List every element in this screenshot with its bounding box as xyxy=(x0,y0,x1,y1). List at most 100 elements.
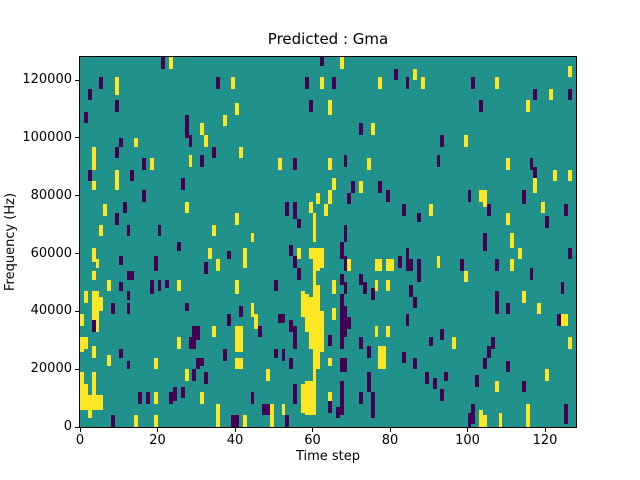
heatmap-cell xyxy=(149,158,154,170)
x-tick-label: 40 xyxy=(226,433,244,448)
heatmap-cell xyxy=(467,189,472,202)
heatmap-cell xyxy=(479,409,483,427)
y-tick-label: 20000 xyxy=(30,361,72,377)
heatmap-cell xyxy=(378,259,383,271)
heatmap-cell xyxy=(200,357,204,367)
heatmap-cell xyxy=(359,273,363,286)
heatmap-cell xyxy=(87,169,92,182)
heatmap-cell xyxy=(506,158,511,170)
y-tick-label: 40000 xyxy=(30,303,72,319)
heatmap-cell xyxy=(370,123,375,136)
heatmap-cell xyxy=(494,259,499,271)
heatmap-cell xyxy=(91,383,96,399)
heatmap-cell xyxy=(126,270,131,280)
y-tick-mark xyxy=(75,310,79,312)
heatmap-cell xyxy=(335,406,340,419)
heatmap-cell xyxy=(134,137,139,147)
heatmap-cell xyxy=(545,369,549,381)
heatmap-cell xyxy=(498,412,503,427)
heatmap-cell xyxy=(285,201,290,216)
heatmap-cell xyxy=(316,294,321,370)
heatmap-cell xyxy=(204,372,208,384)
heatmap-cell xyxy=(114,169,119,190)
heatmap-cell xyxy=(250,302,255,318)
heatmap-cell xyxy=(211,146,216,159)
heatmap-cell xyxy=(169,57,173,69)
heatmap-cell xyxy=(424,372,429,384)
heatmap-cell xyxy=(176,337,181,349)
heatmap-cell xyxy=(483,233,487,242)
heatmap-cell xyxy=(444,372,449,381)
heatmap-cell xyxy=(459,259,464,271)
heatmap-cell xyxy=(475,374,480,387)
heatmap-cell xyxy=(359,181,363,193)
heatmap-cell xyxy=(277,314,282,323)
heatmap-cell xyxy=(223,348,228,361)
heatmap-cell xyxy=(529,158,534,170)
heatmap-cell xyxy=(83,383,88,396)
heatmap-cell xyxy=(312,233,317,242)
heatmap-cell xyxy=(393,68,398,81)
heatmap-cell xyxy=(165,279,170,289)
heatmap-cell xyxy=(316,285,321,297)
heatmap-cell xyxy=(432,377,437,390)
heatmap-cell xyxy=(533,178,538,193)
heatmap-cell xyxy=(99,77,104,89)
heatmap-cell xyxy=(328,357,332,367)
heatmap-cell xyxy=(180,386,185,399)
heatmap-cell xyxy=(413,296,418,309)
heatmap-cell xyxy=(122,201,127,214)
heatmap-cell xyxy=(235,279,239,295)
heatmap-cell xyxy=(316,247,321,271)
heatmap-cell xyxy=(347,259,352,271)
plot-title: Predicted : Gma xyxy=(267,30,389,48)
heatmap-cell xyxy=(114,77,119,95)
x-tick-mark xyxy=(544,428,546,432)
heatmap-cell xyxy=(114,100,119,112)
y-tick-mark xyxy=(75,195,79,197)
y-tick-label: 120000 xyxy=(22,72,72,88)
heatmap-cell xyxy=(293,158,297,170)
heatmap-cell xyxy=(200,123,204,136)
heatmap-cell xyxy=(308,247,313,260)
heatmap-cell xyxy=(390,259,394,271)
heatmap-cell xyxy=(351,181,356,193)
heatmap-cell xyxy=(440,135,445,147)
heatmap-cell xyxy=(494,77,499,89)
heatmap-cell xyxy=(235,325,239,352)
heatmap-cell xyxy=(238,325,243,352)
heatmap-cell xyxy=(300,383,305,413)
heatmap-cell xyxy=(312,213,317,234)
heatmap-cell xyxy=(91,320,96,332)
heatmap-cell xyxy=(386,259,390,271)
y-tick-label: 60000 xyxy=(30,245,72,261)
x-tick-mark xyxy=(234,428,236,432)
heatmap-cell xyxy=(331,178,336,190)
heatmap-cell xyxy=(238,357,243,370)
heatmap-cell xyxy=(293,256,297,269)
heatmap-cell xyxy=(339,242,344,260)
heatmap-cell xyxy=(494,291,499,315)
x-tick-label: 80 xyxy=(381,433,399,448)
heatmap-cell xyxy=(405,247,410,271)
heatmap-cell xyxy=(192,325,197,338)
heatmap-cell xyxy=(184,302,189,312)
heatmap-cell xyxy=(297,268,301,280)
heatmap-cell xyxy=(184,369,189,381)
heatmap-cell xyxy=(541,201,545,214)
heatmap-cell xyxy=(293,383,297,396)
heatmap-cell xyxy=(405,314,410,326)
y-tick-label: 80000 xyxy=(30,187,72,203)
heatmap-cell xyxy=(153,392,158,404)
heatmap-cell xyxy=(242,415,247,427)
heatmap-cell xyxy=(173,386,177,401)
heatmap-cell xyxy=(436,256,441,269)
heatmap-cell xyxy=(521,291,526,303)
heatmap-cell xyxy=(463,135,468,147)
heatmap-cell xyxy=(227,250,232,260)
heatmap-cell xyxy=(235,103,239,115)
heatmap-cell xyxy=(266,369,270,381)
heatmap-cell xyxy=(83,111,88,124)
heatmap-cell xyxy=(114,213,119,225)
heatmap-cell xyxy=(568,169,573,182)
